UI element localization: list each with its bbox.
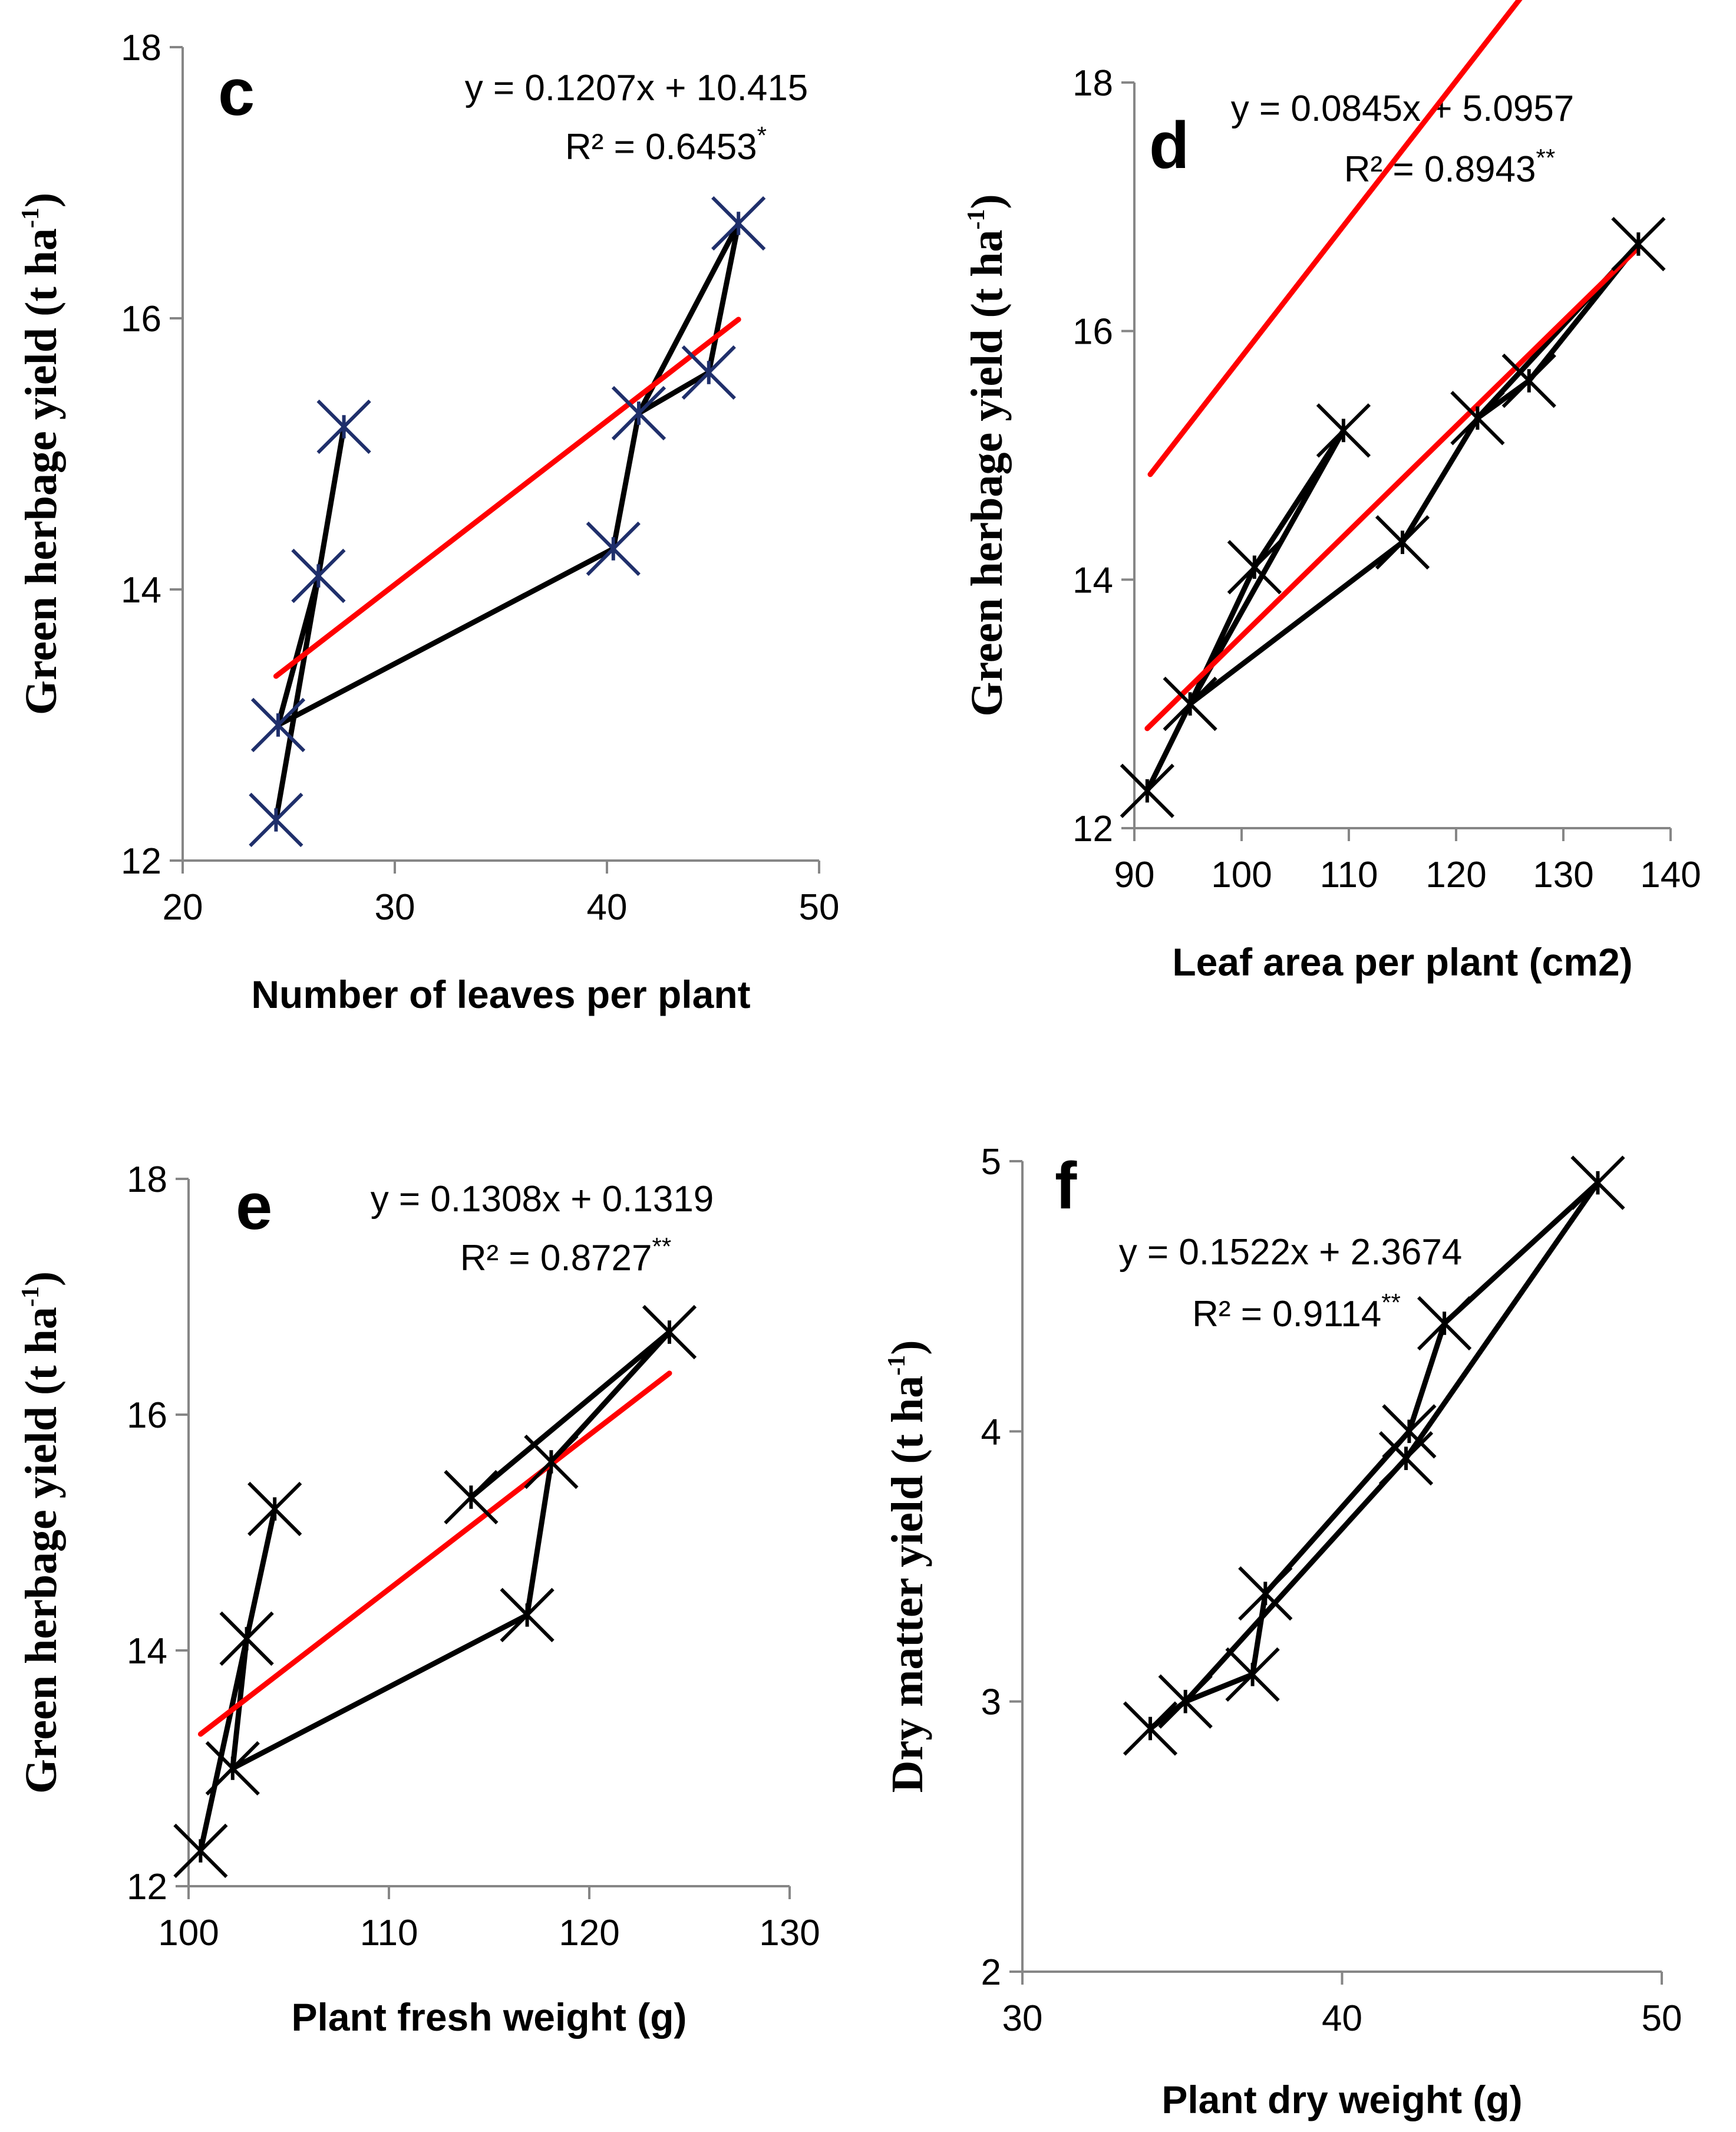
data-point [219, 1611, 274, 1666]
y-tick-label: 14 [1072, 560, 1113, 601]
x-tick-label: 50 [1642, 1998, 1682, 2039]
data-point [291, 548, 346, 604]
data-point [1378, 1431, 1434, 1486]
y-tick-label: 16 [121, 299, 161, 340]
data-point [500, 1587, 555, 1643]
data-point [1227, 540, 1282, 595]
data-point [316, 399, 371, 454]
trend-equation: y = 0.1308x + 0.1319 [371, 1179, 714, 1220]
data-point [1375, 515, 1430, 570]
data-point [1238, 1566, 1293, 1621]
x-axis-label: Number of leaves per plant [251, 973, 750, 1016]
data-point [1501, 353, 1556, 408]
y-axis-label: Green herbage yield (t ha-1) [962, 194, 1012, 716]
panel-letter: e [236, 1169, 272, 1243]
panel-letter: f [1055, 1149, 1077, 1222]
x-tick-label: 90 [1114, 855, 1155, 895]
data-point [1382, 1404, 1437, 1459]
data-point [1450, 391, 1505, 446]
y-axis-label: Green herbage yield (t ha-1) [16, 1271, 66, 1794]
y-axis-label: Dry matter yield (t ha-1) [883, 1340, 932, 1792]
y-tick-label: 3 [981, 1682, 1001, 1723]
trend-equation: y = 0.1522x + 2.3674 [1119, 1232, 1463, 1273]
panel-letter: c [218, 55, 255, 129]
y-tick-label: 5 [981, 1142, 1001, 1182]
panel-d: 12 14 16 18 90 100 110 120 130 140 Leaf area per p… [962, 63, 1701, 984]
panel-c: 12 14 16 18 20 30 40 50 Number of leaves per pla… [16, 28, 839, 1016]
x-tick-label: 20 [163, 887, 203, 928]
data-point [642, 1304, 697, 1360]
x-axis-label: Leaf area per plant (cm2) [1172, 940, 1632, 984]
y-tick-label: 18 [1072, 63, 1113, 104]
data-point [249, 792, 303, 848]
y-axis-label: Green herbage yield (t ha-1) [16, 193, 66, 715]
data-point [1225, 1647, 1280, 1702]
data-point [524, 1434, 579, 1490]
data-point [1316, 403, 1371, 458]
trend-equation: y = 0.0845x + 5.0957 [1231, 88, 1575, 129]
x-tick-label: 140 [1640, 855, 1701, 895]
y-tick-label: 12 [121, 841, 161, 882]
data-point [444, 1469, 499, 1525]
trendline [273, 317, 741, 679]
y-tick-label: 4 [981, 1412, 1001, 1452]
x-tick-label: 130 [1533, 855, 1593, 895]
data-point [1570, 1155, 1625, 1210]
data-point [586, 521, 641, 576]
x-tick-label: 100 [1211, 855, 1272, 895]
y-tick-label: 12 [127, 1867, 167, 1907]
r-squared: R² = 0.6453* [565, 121, 767, 167]
y-tick-label: 12 [1072, 809, 1113, 849]
y-tick-label: 16 [127, 1395, 167, 1436]
panel-f: 2 3 4 5 30 40 50 Plant dry weight (g) Dry matter… [883, 0, 1682, 2121]
y-tick-label: 14 [121, 570, 161, 611]
data-point [1158, 1674, 1213, 1729]
x-axis-label: Plant dry weight (g) [1161, 2078, 1522, 2121]
y-tick-label: 18 [121, 28, 161, 68]
y-tick-label: 2 [981, 1952, 1001, 1993]
data-point [173, 1823, 228, 1879]
x-tick-label: 50 [799, 887, 840, 928]
data-point [611, 385, 666, 441]
x-axis-label: Plant fresh weight (g) [291, 1995, 687, 2039]
connecting-line [1144, 241, 1641, 792]
y-tick-label: 14 [127, 1631, 167, 1672]
data-point [1123, 1701, 1178, 1756]
data-point [1611, 216, 1666, 272]
x-tick-label: 40 [587, 887, 628, 928]
y-tick-label: 18 [127, 1159, 167, 1200]
x-tick-label: 30 [375, 887, 415, 928]
panel-letter: d [1149, 108, 1189, 182]
trend-equation: y = 0.1207x + 10.415 [465, 68, 808, 108]
data-point [1120, 763, 1174, 818]
data-point [681, 345, 736, 400]
y-tick-label: 16 [1072, 312, 1113, 352]
data-point [205, 1741, 260, 1796]
data-point [1417, 1296, 1472, 1351]
x-tick-label: 110 [360, 1913, 418, 1953]
x-tick-label: 30 [1002, 1998, 1043, 2039]
x-tick-label: 120 [1425, 855, 1486, 895]
x-tick-label: 130 [759, 1913, 820, 1953]
x-tick-label: 40 [1322, 1998, 1362, 2039]
r-squared: R² = 0.8727** [460, 1233, 671, 1278]
trendline [1144, 245, 1641, 731]
data-point [711, 196, 766, 251]
x-tick-label: 110 [1320, 855, 1378, 895]
trendline [1147, 0, 1523, 477]
data-point [247, 1481, 302, 1537]
connecting-line [273, 220, 741, 820]
panel-e: 12 14 16 18 100 110 120 130 Plant fresh weight (… [16, 1159, 820, 2039]
x-tick-label: 120 [559, 1913, 619, 1953]
data-point [250, 697, 306, 753]
r-squared: R² = 0.9114** [1192, 1289, 1401, 1334]
trendline [197, 1370, 672, 1737]
x-tick-label: 100 [158, 1913, 219, 1953]
data-point [1163, 677, 1217, 731]
